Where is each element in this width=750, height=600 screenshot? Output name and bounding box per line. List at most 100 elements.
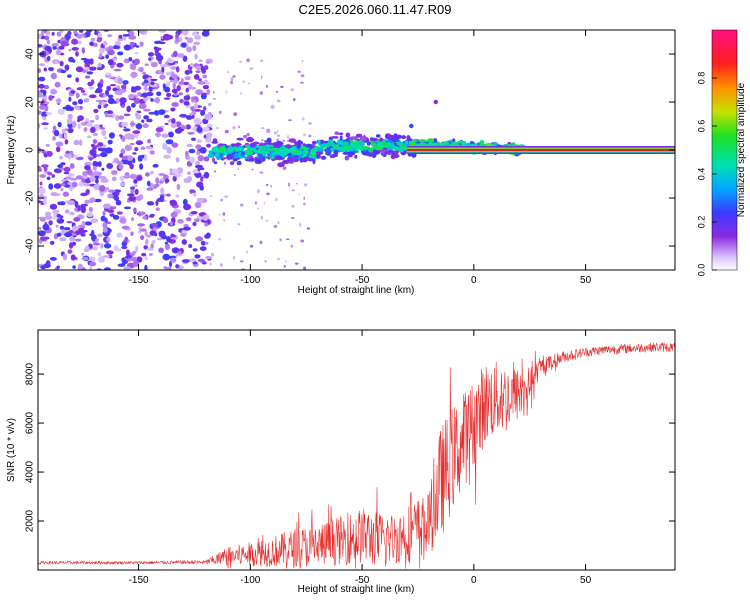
noise-speckle	[89, 120, 95, 123]
noise-speckle	[73, 257, 78, 260]
noise-speckle	[198, 59, 203, 62]
noise-speckle	[134, 85, 142, 91]
spectrogram-x-label: Height of straight line (km)	[298, 285, 415, 296]
noise-speckle	[55, 49, 62, 56]
noise-speckle	[270, 185, 273, 188]
noise-speckle	[149, 170, 155, 175]
noise-speckle	[59, 156, 63, 160]
colorbar: 0.0 0.2 0.4 0.6 0.8 Normalized spectral ampl…	[696, 29, 747, 276]
scintillation-speckle	[430, 143, 434, 147]
noise-speckle	[147, 77, 153, 82]
noise-speckle	[57, 39, 61, 44]
noise-speckle	[81, 93, 88, 96]
noise-speckle	[136, 175, 143, 181]
noise-speckle	[40, 89, 44, 93]
noise-speckle	[184, 69, 191, 75]
scintillation-speckle	[329, 155, 336, 159]
noise-speckle	[195, 144, 202, 150]
noise-speckle	[301, 60, 304, 63]
noise-speckle	[132, 152, 137, 155]
noise-speckle	[95, 114, 100, 121]
noise-speckle	[196, 139, 202, 144]
scintillation-speckle	[400, 144, 404, 149]
noise-speckle	[135, 245, 139, 253]
noise-speckle	[200, 65, 205, 73]
noise-speckle	[92, 139, 98, 144]
noise-speckle	[149, 230, 157, 236]
noise-speckle	[46, 150, 53, 157]
noise-speckle	[57, 164, 63, 169]
noise-speckle	[52, 136, 56, 141]
noise-speckle	[111, 176, 117, 182]
noise-speckle	[73, 217, 81, 222]
noise-speckle	[107, 209, 115, 213]
spectrogram-marks	[38, 30, 675, 270]
noise-speckle	[184, 36, 188, 40]
scintillation-speckle	[246, 136, 254, 143]
noise-speckle	[111, 170, 118, 175]
noise-speckle	[115, 40, 121, 46]
noise-speckle	[68, 48, 72, 52]
noise-speckle	[115, 97, 120, 104]
noise-speckle	[137, 155, 143, 162]
noise-speckle	[145, 91, 154, 97]
noise-speckle	[66, 221, 73, 224]
scintillation-speckle	[334, 131, 340, 135]
scintillation-speckle	[320, 144, 326, 148]
noise-speckle	[75, 66, 84, 73]
noise-speckle	[216, 126, 219, 130]
noise-speckle	[233, 112, 237, 116]
noise-speckle	[100, 178, 109, 183]
noise-speckle	[134, 188, 139, 195]
noise-speckle	[140, 211, 146, 215]
noise-speckle	[188, 244, 193, 248]
noise-speckle	[142, 123, 149, 129]
noise-speckle	[60, 69, 67, 74]
noise-speckle	[72, 101, 78, 106]
scintillation-speckle	[248, 157, 255, 162]
noise-speckle	[103, 41, 108, 46]
scintillation-speckle	[272, 151, 279, 156]
noise-speckle	[48, 183, 54, 190]
noise-speckle	[246, 132, 250, 137]
scintillation-speckle	[323, 142, 330, 146]
scintillation-speckle	[229, 161, 235, 166]
noise-speckle	[156, 132, 161, 138]
noise-speckle	[298, 193, 301, 196]
noise-speckle	[177, 251, 182, 255]
noise-speckle	[117, 51, 124, 56]
noise-speckle	[192, 261, 198, 265]
noise-speckle	[247, 82, 251, 85]
noise-speckle	[219, 263, 223, 267]
noise-speckle	[257, 189, 260, 194]
noise-speckle	[148, 111, 156, 115]
noise-speckle	[137, 230, 142, 234]
noise-speckle	[124, 172, 130, 176]
noise-speckle	[249, 244, 254, 248]
noise-speckle	[209, 262, 212, 266]
noise-speckle	[175, 194, 180, 198]
noise-speckle	[88, 206, 93, 213]
noise-speckle	[99, 185, 106, 192]
noise-speckle	[122, 80, 129, 85]
noise-speckle	[183, 226, 191, 231]
noise-speckle	[265, 84, 269, 88]
scintillation-speckle	[288, 156, 294, 162]
scintillation-speckle	[269, 144, 274, 148]
noise-speckle	[130, 71, 138, 78]
noise-speckle	[135, 45, 140, 48]
noise-speckle	[100, 243, 104, 249]
snr-x-ticks: -150 -100 -50 0 50	[129, 330, 592, 586]
noise-speckle	[62, 106, 68, 110]
noise-speckle	[68, 173, 75, 177]
noise-speckle	[200, 240, 206, 246]
scintillation-speckle	[296, 144, 301, 149]
noise-speckle	[147, 139, 152, 144]
noise-speckle	[282, 139, 286, 142]
scintillation-speckle	[435, 143, 439, 146]
noise-speckle	[133, 207, 137, 213]
noise-speckle	[124, 206, 131, 210]
noise-speckle	[300, 239, 305, 243]
noise-speckle	[148, 57, 152, 61]
noise-speckle	[102, 227, 108, 233]
